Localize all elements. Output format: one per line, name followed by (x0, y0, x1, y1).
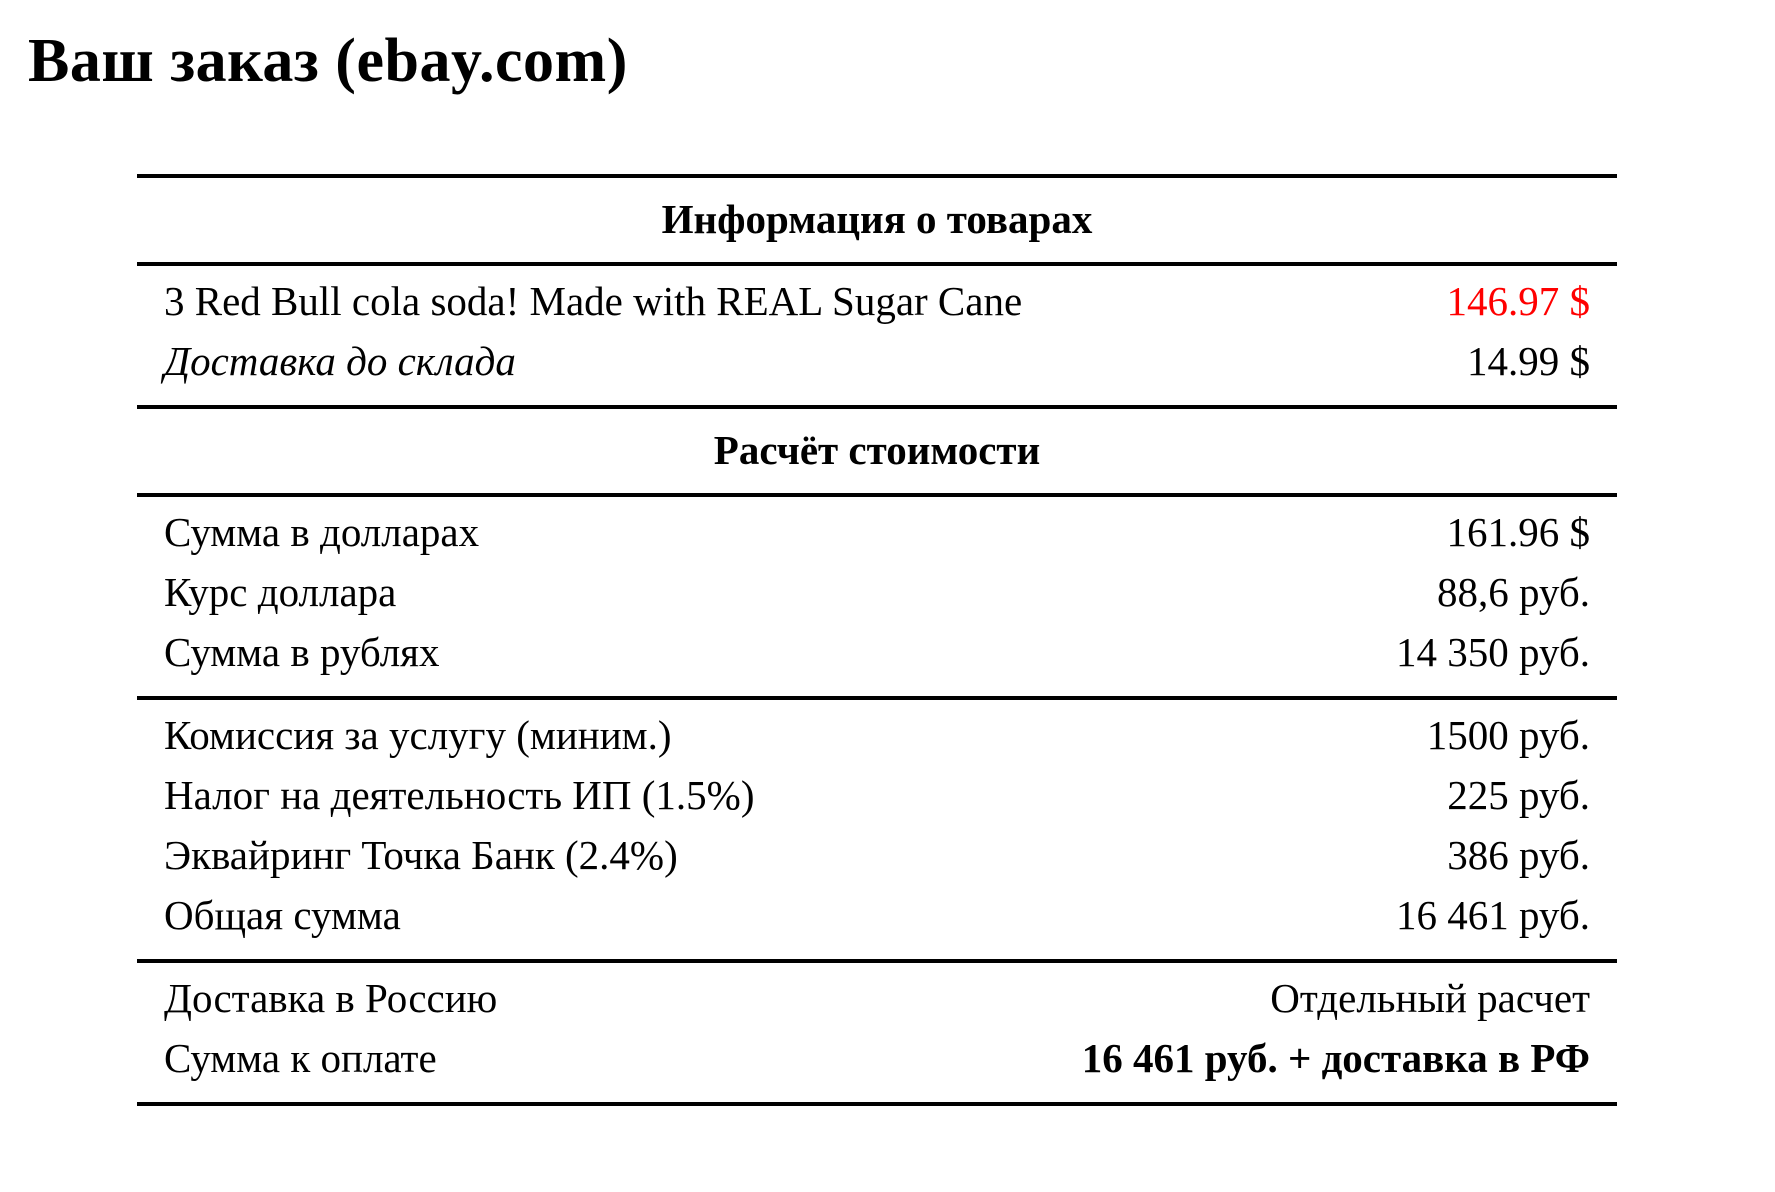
row-label: Сумма к оплате (164, 1035, 437, 1082)
horizontal-rule (137, 696, 1617, 701)
row-value: 14.99 $ (1467, 338, 1590, 385)
table-row: Налог на деятельность ИП (1.5%) 225 руб. (137, 765, 1617, 825)
horizontal-rule (137, 174, 1617, 179)
table-row: Сумма в долларах 161.96 $ (137, 502, 1617, 562)
row-label: Комиссия за услугу (миним.) (164, 712, 672, 759)
table-row: Доставка в Россию Отдельный расчет (137, 968, 1617, 1028)
row-group: Доставка в Россию Отдельный расчет Сумма к… (137, 963, 1617, 1102)
row-label: Доставка в Россию (164, 975, 498, 1022)
table-row: Доставка до склада 14.99 $ (137, 331, 1617, 391)
row-value: 146.97 $ (1446, 278, 1591, 325)
horizontal-rule (137, 959, 1617, 964)
row-label: Налог на деятельность ИП (1.5%) (164, 772, 755, 819)
row-value: 14 350 руб. (1395, 629, 1590, 676)
row-label: Эквайринг Точка Банк (2.4%) (164, 832, 678, 879)
row-label: Доставка до склада (164, 338, 516, 385)
row-label: Сумма в рублях (164, 629, 440, 676)
row-label: Сумма в долларах (164, 509, 480, 556)
row-value: 16 461 руб. (1395, 892, 1590, 939)
table-row: Общая сумма 16 461 руб. (137, 885, 1617, 945)
row-label: 3 Red Bull cola soda! Made with REAL Sug… (164, 278, 1023, 325)
row-value: 386 руб. (1447, 832, 1590, 879)
row-value: 88,6 руб. (1436, 569, 1590, 616)
section-header: Расчёт стоимости (713, 427, 1041, 474)
table-row: Сумма в рублях 14 350 руб. (137, 622, 1617, 682)
horizontal-rule (137, 405, 1617, 410)
row-group: Комиссия за услугу (миним.) 1500 руб. Нало… (137, 700, 1617, 959)
section-header: Информация о товарах (661, 196, 1093, 243)
page-title: Ваш заказ (ebay.com) (28, 27, 628, 95)
row-label: Общая сумма (164, 892, 401, 939)
row-value: 161.96 $ (1446, 509, 1591, 556)
order-table: Информация о товарах 3 Red Bull cola soda… (137, 174, 1617, 1107)
table-row: Эквайринг Точка Банк (2.4%) 386 руб. (137, 825, 1617, 885)
horizontal-rule (137, 1102, 1617, 1107)
table-row: Комиссия за услугу (миним.) 1500 руб. (137, 705, 1617, 765)
horizontal-rule (137, 262, 1617, 267)
row-group: Сумма в долларах 161.96 $ Курс доллара 88,6… (137, 497, 1617, 696)
row-group: 3 Red Bull cola soda! Made with REAL Sug… (137, 266, 1617, 405)
table-row: Сумма к оплате 16 461 руб. + доставка в Р… (137, 1028, 1617, 1088)
row-label: Курс доллара (164, 569, 397, 616)
table-row: Курс доллара 88,6 руб. (137, 562, 1617, 622)
row-value: 225 руб. (1447, 772, 1590, 819)
row-value: Отдельный расчет (1270, 975, 1590, 1022)
row-value: 16 461 руб. + доставка в РФ (1081, 1035, 1590, 1082)
row-value: 1500 руб. (1426, 712, 1590, 759)
horizontal-rule (137, 493, 1617, 498)
table-row: 3 Red Bull cola soda! Made with REAL Sug… (137, 271, 1617, 331)
